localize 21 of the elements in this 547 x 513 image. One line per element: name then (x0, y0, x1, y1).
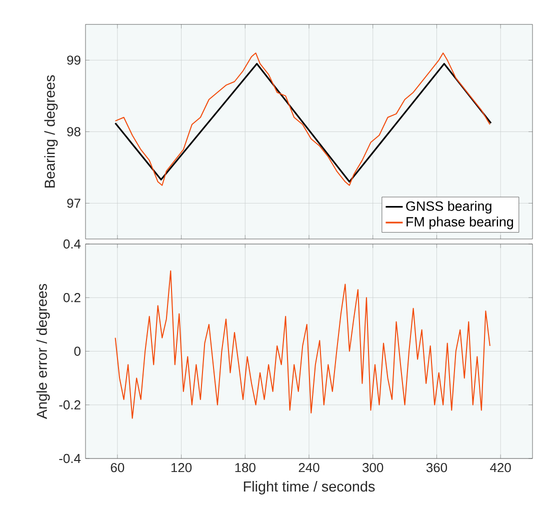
y-tick-label: 0 (74, 346, 80, 356)
y-tick-label: -0.4 (59, 454, 81, 464)
y-axis-title: Bearing / degrees (44, 75, 58, 188)
x-tick-label: 300 (362, 463, 384, 472)
legend-label: FM phase bearing (406, 216, 514, 230)
y-tick-label: 97 (67, 198, 80, 208)
line-series (114, 270, 490, 419)
y-tick-label: 0.2 (63, 293, 80, 302)
x-axis-title: Flight time / seconds (244, 481, 375, 494)
y-axis-title: Angle error / degrees (36, 284, 50, 420)
y-tick-label: 98 (67, 127, 80, 136)
y-tick-label: 0.4 (63, 239, 81, 249)
x-tick-label: 360 (426, 463, 448, 472)
y-tick-label: 99 (67, 56, 80, 65)
legend-label: GNSS bearing (406, 201, 492, 214)
x-tick-label: 60 (110, 463, 124, 472)
x-tick-label: 120 (171, 463, 192, 472)
x-tick-label: 180 (235, 463, 256, 472)
x-tick-label: 420 (490, 463, 511, 472)
y-tick-label: -0.2 (59, 400, 80, 410)
x-tick-label: 240 (298, 463, 320, 472)
